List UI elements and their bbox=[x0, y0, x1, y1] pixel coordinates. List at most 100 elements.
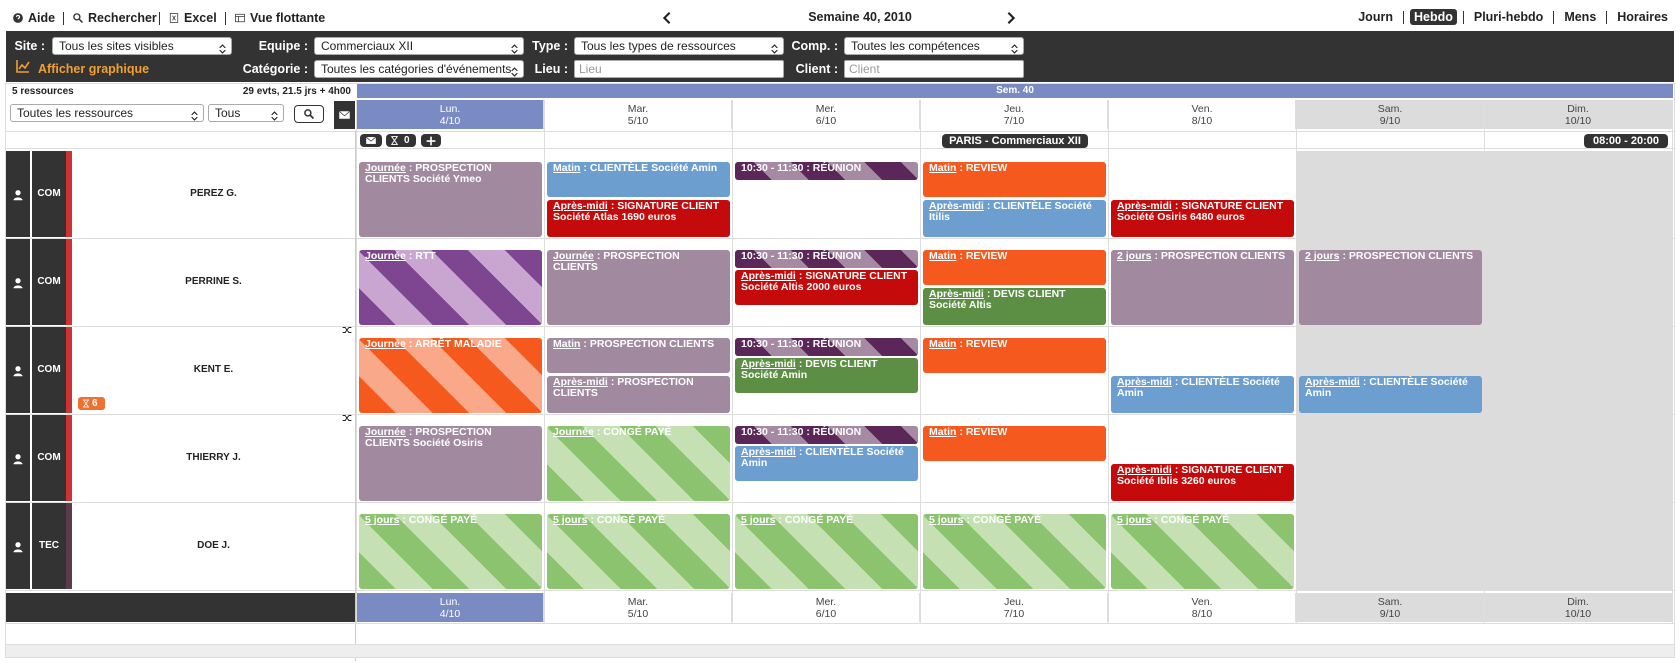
day-header: Mar. 5/10 bbox=[545, 100, 732, 129]
toolbar-link[interactable]: Aide bbox=[28, 11, 56, 25]
weekend-cell bbox=[1485, 327, 1672, 414]
view-button[interactable]: Horaires bbox=[1617, 10, 1668, 24]
event[interactable]: Après-midi: DEVIS CLIENT Société Altis bbox=[923, 288, 1106, 325]
column-line bbox=[544, 100, 545, 624]
event[interactable]: Journée: CONGÉ PAYÉ bbox=[547, 426, 730, 501]
event[interactable]: 5 jours: CONGÉ PAYÉ bbox=[735, 514, 918, 589]
event[interactable]: 10:30 - 11:30 : RÉUNION bbox=[735, 162, 918, 180]
event[interactable]: Après-midi: CLIENTÈLE Société Amin bbox=[1111, 376, 1294, 413]
column-line bbox=[920, 100, 921, 624]
prev-week[interactable] bbox=[660, 11, 674, 25]
site-select[interactable]: Tous les sites visibles bbox=[52, 37, 232, 55]
event[interactable]: Journée: PROSPECTION CLIENTS bbox=[547, 250, 730, 325]
type-select[interactable]: Tous les types de ressources bbox=[574, 37, 784, 55]
graph-icon[interactable] bbox=[15, 58, 31, 74]
day-name: Mar. bbox=[627, 103, 649, 115]
event[interactable]: Après-midi: PROSPECTION CLIENTS bbox=[547, 376, 730, 413]
event-label: Après-midi bbox=[1117, 464, 1172, 476]
view-button[interactable]: Pluri-hebdo bbox=[1473, 10, 1544, 24]
event-text: : DEVIS CLIENT Société Amin bbox=[741, 358, 878, 381]
day-footer: Lun. 4/10 bbox=[357, 593, 544, 622]
event-label: Après-midi bbox=[741, 358, 796, 370]
day-name: Dim. bbox=[1567, 103, 1589, 115]
event[interactable]: Journée: RTT bbox=[359, 250, 542, 325]
event[interactable]: Après-midi: SIGNATURE CLIENT Société Ibl… bbox=[1111, 464, 1294, 501]
event[interactable]: 5 jours: CONGÉ PAYÉ bbox=[1111, 514, 1294, 589]
toolbar-icon[interactable] bbox=[168, 12, 180, 24]
resource-strip bbox=[66, 503, 72, 589]
event[interactable]: 5 jours: CONGÉ PAYÉ bbox=[359, 514, 542, 589]
event-text: : CONGÉ PAYÉ bbox=[1154, 514, 1230, 526]
shuffle-icon[interactable] bbox=[342, 413, 352, 423]
toolbar-link[interactable]: Vue flottante bbox=[250, 11, 326, 25]
view-button[interactable]: Journ bbox=[1358, 10, 1393, 24]
day-name: Dim. bbox=[1567, 596, 1589, 608]
weekend-cell bbox=[1485, 415, 1672, 502]
resource-name: KENT E. bbox=[193, 364, 234, 375]
toolbar-icon[interactable] bbox=[12, 12, 24, 24]
event[interactable]: 2 jours: PROSPECTION CLIENTS bbox=[1111, 250, 1294, 325]
event[interactable]: Après-midi: SIGNATURE CLIENT Société Alt… bbox=[735, 270, 918, 305]
event-label: 5 jours bbox=[553, 514, 588, 526]
text-input[interactable]: Client bbox=[844, 60, 1024, 78]
day-date: 8/10 bbox=[1191, 115, 1213, 127]
event-label: Après-midi bbox=[1117, 376, 1172, 388]
event[interactable]: Matin: CLIENTÈLE Société Amin bbox=[547, 162, 730, 197]
counter-value: 0 bbox=[404, 135, 410, 146]
event-label: Matin bbox=[929, 338, 957, 350]
event[interactable]: Matin: REVIEW bbox=[923, 426, 1106, 461]
event[interactable]: Après-midi: SIGNATURE CLIENT Société Atl… bbox=[547, 200, 730, 237]
mail-button[interactable] bbox=[334, 101, 355, 129]
event[interactable]: Journée: PROSPECTION CLIENTS Société Osi… bbox=[359, 426, 542, 501]
toolbar-icon[interactable] bbox=[234, 12, 246, 24]
toolbar-link[interactable]: Rechercher bbox=[88, 11, 157, 25]
event[interactable]: 10:30 - 11:30 : RÉUNION bbox=[735, 426, 918, 444]
view-button[interactable]: Hebdo bbox=[1409, 9, 1457, 25]
filter-label: Site : bbox=[14, 39, 45, 53]
text-input[interactable]: Lieu bbox=[574, 60, 784, 78]
event[interactable]: Matin: REVIEW bbox=[923, 250, 1106, 285]
team-select[interactable]: Commerciaux XII bbox=[314, 37, 524, 55]
event[interactable]: Matin: REVIEW bbox=[923, 162, 1106, 197]
filter-label: Comp. : bbox=[791, 39, 838, 53]
event-text: : SIGNATURE CLIENT Société Iblis 3260 eu… bbox=[1117, 464, 1284, 487]
event[interactable]: Matin: PROSPECTION CLIENTS bbox=[547, 338, 730, 373]
event[interactable]: 5 jours: CONGÉ PAYÉ bbox=[547, 514, 730, 589]
toolbar-icon[interactable] bbox=[72, 12, 84, 24]
next-week[interactable] bbox=[1004, 11, 1018, 25]
event[interactable]: Journée: PROSPECTION CLIENTS Société Yme… bbox=[359, 162, 542, 237]
resource-type: COM bbox=[32, 239, 66, 325]
event-label: 5 jours bbox=[929, 514, 964, 526]
event[interactable]: 2 jours: PROSPECTION CLIENTS bbox=[1299, 250, 1482, 325]
competence-select[interactable]: Toutes les compétences bbox=[844, 37, 1024, 55]
event[interactable]: Après-midi: CLIENTÈLE Société Itilis bbox=[923, 200, 1106, 237]
status-filter[interactable]: Tous bbox=[208, 104, 284, 122]
resource-count: 5 ressources bbox=[12, 86, 74, 97]
event[interactable]: 5 jours: CONGÉ PAYÉ bbox=[923, 514, 1106, 589]
event[interactable]: Après-midi: CLIENTÈLE Société Amin bbox=[735, 446, 918, 481]
toolbar-link[interactable]: Excel bbox=[184, 11, 217, 25]
event[interactable]: Journée: ARRÊT MALADIE bbox=[359, 338, 542, 413]
graph-link[interactable]: Afficher graphique bbox=[38, 62, 150, 76]
event[interactable]: 10:30 - 11:30 : RÉUNION bbox=[735, 250, 918, 268]
event[interactable]: Après-midi: CLIENTÈLE Société Amin bbox=[1299, 376, 1482, 413]
week-bar: Sem. 40 bbox=[357, 84, 1673, 98]
mail-group-button[interactable] bbox=[360, 134, 382, 147]
day-name: Sam. bbox=[1377, 596, 1403, 608]
filter-bar bbox=[6, 31, 1674, 82]
category-select[interactable]: Toutes les catégories d'événements bbox=[314, 60, 524, 78]
counter-button[interactable]: 0 bbox=[386, 134, 416, 147]
event[interactable]: Matin: REVIEW bbox=[923, 338, 1106, 373]
search-button[interactable] bbox=[294, 105, 324, 123]
event[interactable]: Après-midi: DEVIS CLIENT Société Amin bbox=[735, 358, 918, 393]
shuffle-icon[interactable] bbox=[342, 325, 352, 335]
event[interactable]: Après-midi: SIGNATURE CLIENT Société Osi… bbox=[1111, 200, 1294, 237]
resource-filter[interactable]: Toutes les ressources bbox=[10, 104, 204, 122]
event[interactable]: 10:30 - 11:30 : RÉUNION bbox=[735, 338, 918, 356]
input-placeholder: Client bbox=[849, 62, 880, 76]
day-footer: Mar. 5/10 bbox=[545, 593, 732, 622]
add-button[interactable] bbox=[421, 134, 441, 147]
person-icon bbox=[13, 278, 23, 289]
view-button[interactable]: Mens bbox=[1564, 10, 1597, 24]
